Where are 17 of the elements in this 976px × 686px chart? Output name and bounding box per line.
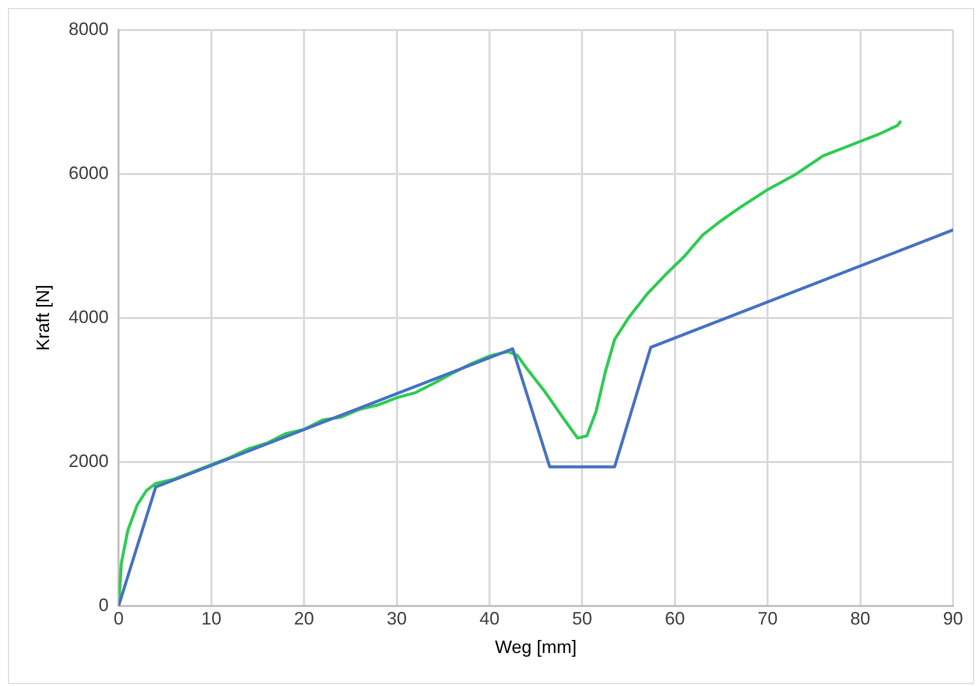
- x-tick-label: 30: [386, 608, 407, 629]
- x-tick-label: 50: [572, 608, 592, 629]
- y-tick-label: 6000: [68, 162, 109, 183]
- x-tick-label: 0: [114, 608, 124, 629]
- x-tick-label: 40: [479, 608, 500, 629]
- y-axis-title: Kraft [N]: [32, 284, 53, 351]
- y-tick-label: 8000: [68, 18, 109, 39]
- x-tick-label: 60: [664, 608, 685, 629]
- x-tick-label: 20: [294, 608, 314, 629]
- y-tick-label: 2000: [68, 450, 109, 471]
- x-tick-label: 90: [942, 608, 964, 629]
- x-tick-label: 70: [758, 608, 778, 629]
- x-axis-title: Weg [mm]: [494, 637, 577, 658]
- x-tick-label: 80: [850, 608, 870, 629]
- x-tick-label: 10: [201, 608, 222, 629]
- y-tick-label: 4000: [68, 306, 109, 327]
- y-tick-label: 0: [98, 594, 109, 615]
